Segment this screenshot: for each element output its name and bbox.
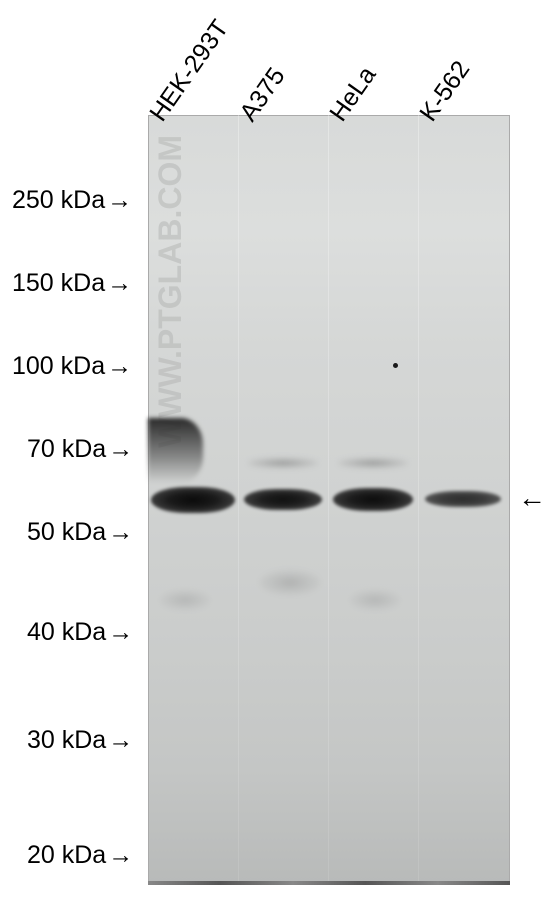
ladder-label-100: 100 kDa→ <box>12 352 132 381</box>
ladder-label-40: 40 kDa→ <box>27 618 133 647</box>
ladder-arrow-icon: → <box>108 726 133 755</box>
figure-container: WWW.PTGLAB.COM HEK-293T A375 HeLa K-562 … <box>0 0 550 903</box>
ladder-label-70: 70 kDa→ <box>27 435 133 464</box>
ladder-label-50: 50 kDa→ <box>27 518 133 547</box>
ladder-text: 150 kDa <box>12 269 105 297</box>
ladder-label-150: 150 kDa→ <box>12 269 132 298</box>
artifact-faint-band <box>248 458 318 468</box>
ladder-text: 20 kDa <box>27 841 106 869</box>
ladder-arrow-icon: → <box>108 618 133 647</box>
target-arrow-icon: ← <box>518 482 546 514</box>
ladder-arrow-icon: → <box>107 186 132 215</box>
artifact-smudge <box>160 590 210 610</box>
band-lane-1 <box>244 489 322 510</box>
artifact-dot <box>393 363 398 368</box>
ladder-label-30: 30 kDa→ <box>27 726 133 755</box>
band-lane-2 <box>333 488 413 511</box>
ladder-arrow-icon: → <box>107 269 132 298</box>
lane-divider <box>238 115 239 885</box>
watermark-text: WWW.PTGLAB.COM <box>152 135 189 448</box>
lane-divider <box>328 115 329 885</box>
band-lane-0 <box>151 487 235 513</box>
ladder-arrow-icon: → <box>108 435 133 464</box>
ladder-text: 40 kDa <box>27 618 106 646</box>
ladder-text: 100 kDa <box>12 352 105 380</box>
artifact-dark-smudge <box>148 418 203 483</box>
ladder-arrow-icon: → <box>108 841 133 870</box>
ladder-label-20: 20 kDa→ <box>27 841 133 870</box>
artifact-smudge <box>260 570 320 595</box>
ladder-text: 70 kDa <box>27 435 106 463</box>
artifact-smudge <box>350 590 400 610</box>
ladder-arrow-icon: → <box>107 352 132 381</box>
artifact-faint-band <box>338 458 408 468</box>
lane-label-0: HEK-293T <box>144 15 235 127</box>
ladder-text: 250 kDa <box>12 186 105 214</box>
ladder-arrow-icon: → <box>108 518 133 547</box>
ladder-label-250: 250 kDa→ <box>12 186 132 215</box>
ladder-text: 30 kDa <box>27 726 106 754</box>
lane-divider <box>418 115 419 885</box>
band-lane-3 <box>425 491 501 507</box>
ladder-text: 50 kDa <box>27 518 106 546</box>
blot-bottom-edge <box>148 881 510 885</box>
